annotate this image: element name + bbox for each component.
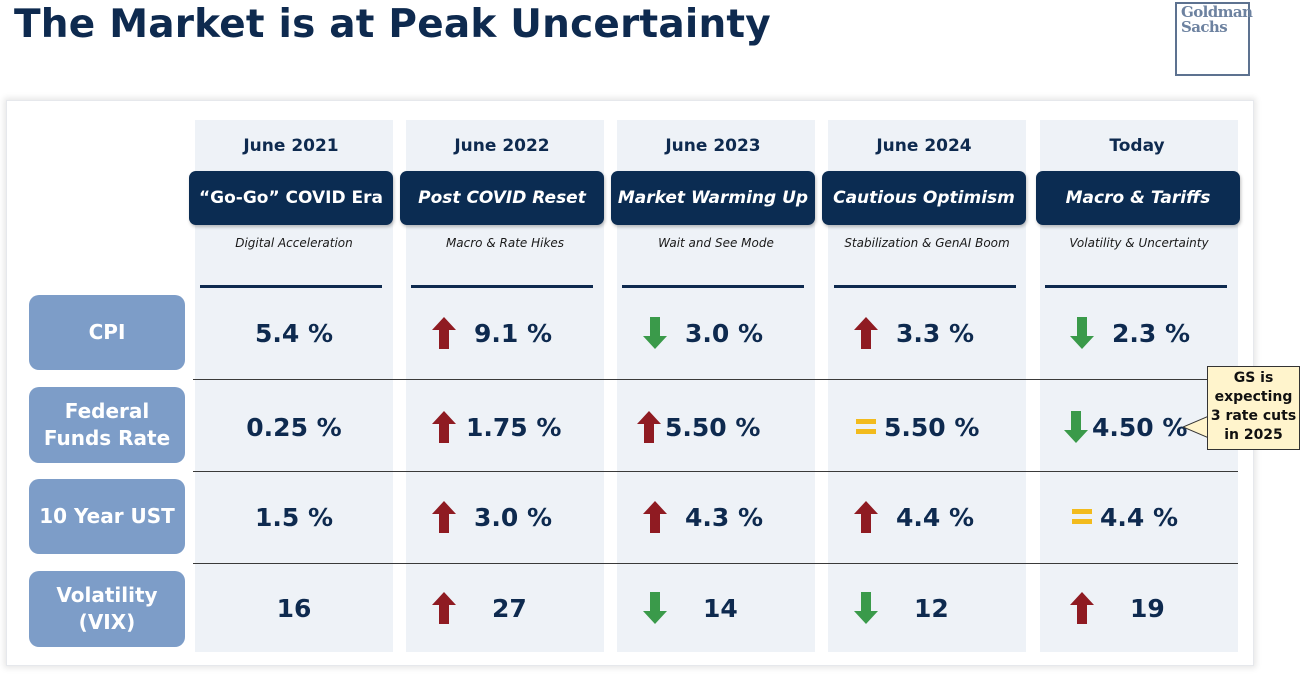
data-cell: 4.50 % [1064,407,1242,447]
cell-value: 0.25 % [246,412,342,442]
row-label-line: (VIX) [78,610,136,634]
arrow-up-icon [637,411,661,443]
era-badge: “Go-Go” COVID Era [189,171,393,225]
data-cell: 0.25 % [195,407,393,447]
arrow-up-icon [432,592,456,624]
column-divider [200,285,382,288]
data-cell: 16 [195,588,393,628]
row-separator [193,379,1238,380]
row-label-10-year-ust: 10 Year UST [29,479,185,554]
era-subtitle: Volatility & Uncertainty [1069,236,1209,250]
arrow-up-icon [643,501,667,533]
row-separator [193,563,1238,564]
arrow-down-icon [1070,317,1094,349]
equals-icon [856,418,876,436]
cell-value: 14 [703,593,738,623]
arrow-up-icon [432,317,456,349]
row-label-line: Funds Rate [43,426,171,450]
column-date: June 2024 [876,136,972,156]
cell-value: 1.5 % [254,502,334,532]
column-divider [622,285,804,288]
cell-value: 4.4 % [1100,502,1179,532]
cell-value: 5.50 % [884,412,980,442]
cell-value: 27 [492,593,527,623]
arrow-up-icon [854,501,878,533]
column-divider [1045,285,1227,288]
callout-line: in 2025 [1224,427,1283,443]
data-cell: 4.4 % [1064,497,1242,537]
era-subtitle: Macro & Rate Hikes [445,236,565,250]
data-cell: 14 [637,588,815,628]
data-cell: 9.1 % [426,313,604,353]
data-cell: 2.3 % [1064,313,1242,353]
callout-pointer [1183,416,1209,438]
cell-value: 1.75 % [466,412,562,442]
column-date: June 2023 [665,136,761,156]
era-subtitle: Digital Acceleration [235,236,353,250]
cell-value: 12 [914,593,949,623]
cell-value: 9.1 % [474,318,553,348]
arrow-up-icon [432,501,456,533]
data-cell: 27 [426,588,604,628]
data-cell: 5.4 % [195,313,393,353]
data-cell: 3.3 % [848,313,1026,353]
data-cell: 12 [848,588,1026,628]
era-badge: Cautious Optimism [822,171,1026,225]
data-cell: 3.0 % [426,497,604,537]
cell-value: 4.3 % [685,502,764,532]
callout-line: expecting [1214,389,1293,405]
column-date: Today [1109,136,1165,156]
column-date: June 2021 [243,136,339,156]
era-subtitle: Stabilization & GenAI Boom [844,236,1010,250]
row-label-line: Volatility [56,583,158,607]
logo-line-2: Sachs [1181,18,1228,36]
data-cell: 5.50 % [637,407,815,447]
row-label-line: Federal [64,399,150,423]
callout-line: 3 rate cuts [1210,408,1297,424]
arrow-down-icon [1064,411,1088,443]
column-divider [834,285,1016,288]
arrow-up-icon [1070,592,1094,624]
cell-value: 5.50 % [665,412,761,442]
equals-icon [1072,508,1092,526]
era-badge: Macro & Tariffs [1036,171,1240,225]
cell-value: 5.4 % [254,318,334,348]
arrow-down-icon [854,592,878,624]
goldman-sachs-logo: Goldman Sachs [1175,2,1253,76]
cell-value: 16 [276,593,312,623]
row-separator [193,471,1238,472]
data-cell: 1.75 % [426,407,604,447]
row-label-cpi: CPI [29,295,185,370]
data-cell: 1.5 % [195,497,393,537]
data-cell: 4.3 % [637,497,815,537]
data-cell: 19 [1064,588,1242,628]
era-subtitle: Wait and See Mode [658,236,774,250]
cell-value: 3.0 % [474,502,553,532]
data-cell: 4.4 % [848,497,1026,537]
arrow-down-icon [643,317,667,349]
callout-line: GS is [1233,370,1274,386]
arrow-down-icon [643,592,667,624]
cell-value: 19 [1130,593,1165,623]
era-badge: Market Warming Up [611,171,815,225]
data-cell: 3.0 % [637,313,815,353]
cell-value: 4.4 % [896,502,975,532]
arrow-up-icon [854,317,878,349]
column-date: June 2022 [454,136,550,156]
row-label-federal-funds-rate: Federal Funds Rate [29,387,185,463]
arrow-up-icon [432,411,456,443]
row-label-volatility-vix: Volatility (VIX) [29,571,185,647]
rate-cut-callout: GS is expecting 3 rate cuts in 2025 [1207,366,1300,450]
logo-line-1: Goldman [1181,3,1253,21]
cell-value: 2.3 % [1112,318,1191,348]
data-cell: 5.50 % [848,407,1026,447]
cell-value: 3.0 % [685,318,764,348]
cell-value: 3.3 % [896,318,975,348]
era-badge: Post COVID Reset [400,171,604,225]
column-divider [411,285,593,288]
page-title: The Market is at Peak Uncertainty [14,2,771,47]
cell-value: 4.50 % [1092,412,1188,442]
